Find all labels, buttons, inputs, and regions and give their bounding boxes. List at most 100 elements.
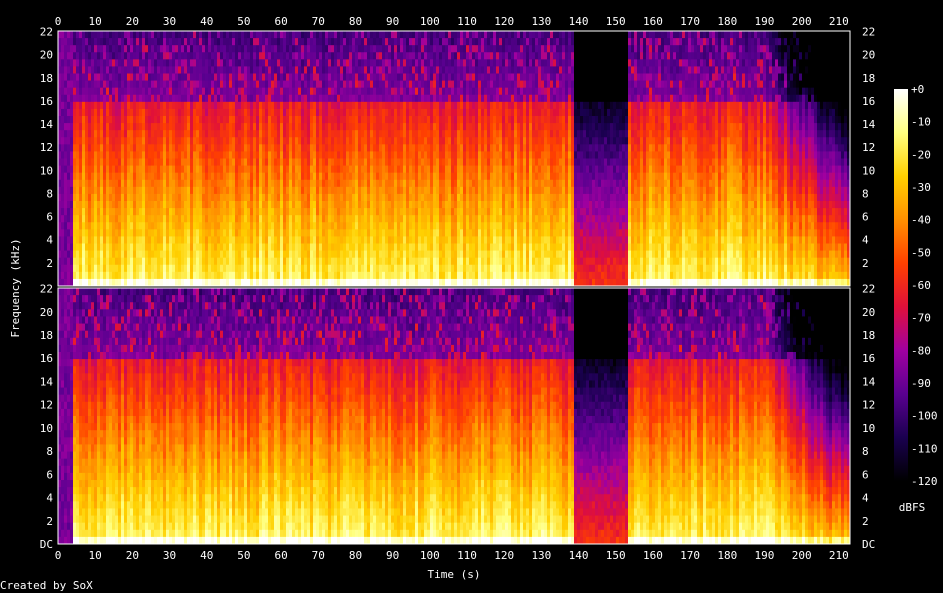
y-tick-label-left: 8	[46, 187, 53, 200]
x-tick-label-top: 170	[680, 15, 700, 28]
x-tick-label-top: 160	[643, 15, 663, 28]
y-tick-label-left: DC	[40, 538, 53, 551]
colorbar-tick-label: -60	[911, 279, 931, 292]
y-tick-label-right: 22	[862, 26, 875, 39]
colorbar-tick-label: -120	[911, 475, 938, 488]
x-tick-label-top: 20	[126, 15, 139, 28]
y-tick-label-right: 18	[862, 72, 875, 85]
y-tick-label-right: 12	[862, 141, 875, 154]
x-tick-label-top: 80	[349, 15, 362, 28]
y-tick-label-right: 4	[862, 492, 869, 505]
x-tick-label-bottom: 140	[569, 549, 589, 562]
colorbar-tick-label: -10	[911, 116, 931, 129]
colorbar-tick-label: -40	[911, 214, 931, 227]
y-tick-label-left: 2	[46, 515, 53, 528]
x-tick-label-bottom: 160	[643, 549, 663, 562]
colorbar-gradient	[894, 89, 908, 481]
x-tick-label-bottom: 130	[531, 549, 551, 562]
y-tick-label-left: 4	[46, 492, 53, 505]
x-tick-label-top: 60	[274, 15, 287, 28]
footer-credit: Created by SoX	[0, 579, 93, 592]
y-tick-label-left: 2	[46, 257, 53, 270]
y-tick-label-left: 18	[40, 72, 53, 85]
x-tick-label-bottom: 200	[792, 549, 812, 562]
x-tick-label-bottom: 110	[457, 549, 477, 562]
y-tick-label-right: 20	[862, 306, 875, 319]
x-tick-label-bottom: 120	[494, 549, 514, 562]
y-tick-label-left: 12	[40, 399, 53, 412]
y-tick-label-left: 14	[40, 118, 54, 131]
y-tick-label-right: 4	[862, 234, 869, 247]
colorbar-tick-label: -70	[911, 312, 931, 325]
x-tick-label-bottom: 90	[386, 549, 399, 562]
y-tick-label-right: 8	[862, 187, 869, 200]
x-tick-label-bottom: 180	[717, 549, 737, 562]
x-tick-label-top: 180	[717, 15, 737, 28]
y-tick-label-left: 16	[40, 95, 53, 108]
x-tick-label-top: 0	[55, 15, 62, 28]
x-tick-label-bottom: 100	[420, 549, 440, 562]
x-tick-label-top: 210	[829, 15, 849, 28]
x-axis-label: Time (s)	[428, 568, 481, 581]
y-tick-label-left: 22	[40, 283, 53, 296]
x-axis-top: 0 10 20 30 40 50 60 70 80 90 100 110 120 130 140 150 160…	[55, 15, 849, 28]
x-tick-label-bottom: 40	[200, 549, 213, 562]
y-tick-label-left: 12	[40, 141, 53, 154]
x-axis-bottom: 0 10 20 30 40 50 60 70 80 90 100 110 120 130 140 150 160…	[55, 549, 849, 562]
y-tick-label-left: 16	[40, 352, 53, 365]
y-tick-label-left: 10	[40, 164, 53, 177]
y-tick-label-right: 12	[862, 399, 875, 412]
y-tick-label-right: 8	[862, 445, 869, 458]
x-tick-label-top: 40	[200, 15, 213, 28]
colorbar-tick-label: -100	[911, 410, 938, 423]
y-tick-label-left: 18	[40, 329, 53, 342]
y-tick-label-right: 2	[862, 257, 869, 270]
x-tick-label-top: 200	[792, 15, 812, 28]
x-tick-label-top: 100	[420, 15, 440, 28]
y-tick-label-left: 8	[46, 445, 53, 458]
y-tick-label-left: 22	[40, 26, 53, 39]
channel-2-spectrogram	[58, 288, 850, 544]
plot-frames	[57, 30, 851, 545]
y-tick-label-right: 14	[862, 375, 876, 388]
x-tick-label-top: 30	[163, 15, 176, 28]
x-tick-label-bottom: 150	[606, 549, 626, 562]
x-tick-label-bottom: 170	[680, 549, 700, 562]
y-tick-label-left: 6	[46, 211, 53, 224]
y-tick-label-right: 22	[862, 283, 875, 296]
y-tick-label-left: 4	[46, 234, 53, 247]
colorbar-tick-label: +0	[911, 83, 924, 96]
x-tick-label-top: 150	[606, 15, 626, 28]
y-axis-label: Frequency (kHz)	[9, 238, 22, 337]
x-tick-label-bottom: 30	[163, 549, 176, 562]
x-tick-label-top: 190	[755, 15, 775, 28]
colorbar-tick-label: -90	[911, 377, 931, 390]
y-tick-label-right: 6	[862, 211, 869, 224]
colorbar-label: dBFS	[899, 501, 926, 514]
x-tick-label-bottom: 50	[237, 549, 250, 562]
y-tick-label-left: 10	[40, 422, 53, 435]
y-tick-label-left: 20	[40, 306, 53, 319]
y-tick-label-right: 16	[862, 352, 875, 365]
x-tick-label-bottom: 60	[274, 549, 287, 562]
x-tick-label-bottom: 70	[312, 549, 325, 562]
x-tick-label-top: 140	[569, 15, 589, 28]
colorbar-tick-label: -110	[911, 442, 938, 455]
colorbar-tick-label: -20	[911, 148, 931, 161]
y-tick-label-left: 20	[40, 49, 53, 62]
x-tick-label-bottom: 210	[829, 549, 849, 562]
y-tick-label-right: 18	[862, 329, 875, 342]
x-tick-label-top: 50	[237, 15, 250, 28]
colorbar-tick-label: -50	[911, 246, 931, 259]
x-tick-label-bottom: 80	[349, 549, 362, 562]
x-tick-label-top: 130	[531, 15, 551, 28]
y-tick-label-right: 10	[862, 164, 875, 177]
y-tick-label-right: 14	[862, 118, 876, 131]
colorbar: +0 -10 -20 -30 -40 -50 -60 -70 -80 -90 -100 -110 -12…	[894, 83, 938, 488]
y-tick-label-right: DC	[862, 538, 875, 551]
y-tick-label-right: 20	[862, 49, 875, 62]
x-tick-label-bottom: 20	[126, 549, 139, 562]
x-tick-label-top: 10	[89, 15, 102, 28]
